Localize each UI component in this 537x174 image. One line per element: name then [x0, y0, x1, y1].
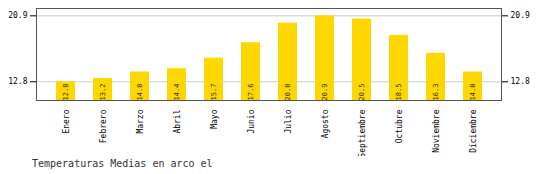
svg-text:17.6: 17.6: [247, 84, 255, 101]
svg-text:Octubre: Octubre: [395, 109, 404, 143]
svg-text:Mayo: Mayo: [210, 109, 219, 128]
svg-text:20.0: 20.0: [284, 84, 292, 101]
svg-text:Junio: Junio: [247, 109, 256, 133]
svg-text:Julio: Julio: [284, 109, 293, 133]
svg-text:20.9: 20.9: [8, 11, 27, 20]
svg-text:20.9: 20.9: [321, 84, 329, 101]
svg-text:Febrero: Febrero: [99, 109, 108, 143]
svg-text:15.7: 15.7: [210, 84, 218, 101]
svg-text:14.0: 14.0: [469, 84, 477, 101]
svg-text:Agosto: Agosto: [321, 109, 330, 138]
svg-text:Enero: Enero: [62, 109, 71, 133]
svg-text:14.4: 14.4: [173, 84, 181, 101]
svg-text:Marzo: Marzo: [136, 109, 145, 133]
svg-text:20.5: 20.5: [358, 84, 366, 101]
svg-text:20.9: 20.9: [511, 11, 530, 20]
svg-text:Noviembre: Noviembre: [432, 109, 441, 153]
svg-text:14.0: 14.0: [136, 84, 144, 101]
svg-text:Diciembre: Diciembre: [469, 109, 478, 153]
svg-text:12.8: 12.8: [511, 77, 530, 86]
svg-text:12.8: 12.8: [8, 77, 27, 86]
svg-text:12.8: 12.8: [62, 84, 70, 101]
svg-text:18.5: 18.5: [395, 84, 403, 101]
html-text:Temperaturas Medias en arco el: Temperaturas Medias en arco el: [32, 158, 213, 169]
svg-text:16.3: 16.3: [432, 84, 440, 101]
svg-text:13.2: 13.2: [99, 84, 107, 101]
svg-text:Abril: Abril: [173, 109, 182, 133]
svg-text:Septiembre: Septiembre: [358, 109, 367, 156]
